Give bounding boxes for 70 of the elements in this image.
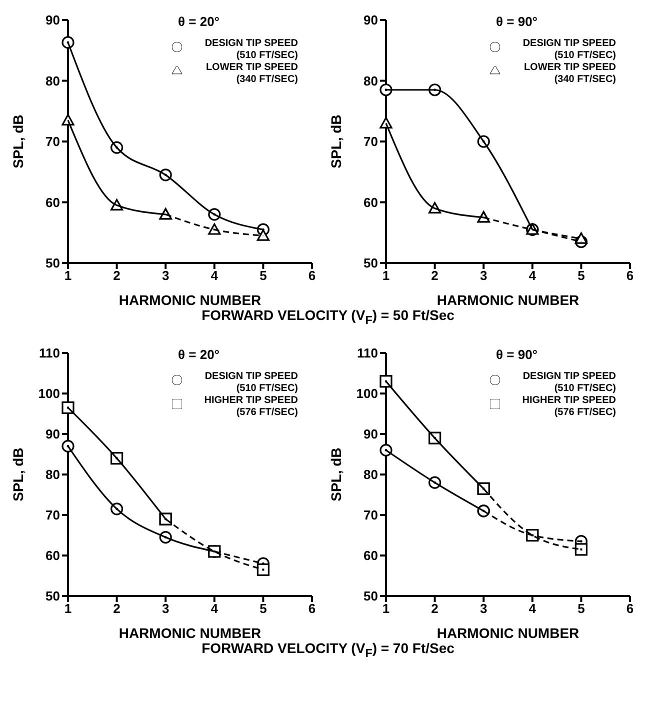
x-tick-label: 6 (626, 601, 634, 616)
y-tick-label: 50 (364, 256, 378, 271)
x-axis-title: HARMONIC NUMBER (118, 624, 262, 641)
y-tick-label: 70 (46, 134, 60, 150)
y-tick-label: 50 (46, 256, 60, 271)
x-tick-label: 4 (210, 601, 219, 616)
x-tick-label: 3 (480, 268, 488, 284)
x-axis-title: HARMONIC NUMBER (118, 292, 262, 308)
x-tick-label: 2 (113, 268, 120, 284)
y-tick-label: 50 (364, 588, 378, 604)
y-axis-title: SPL, dB (10, 447, 26, 502)
y-tick-label: 60 (364, 548, 378, 563)
y-tick-label: 100 (38, 386, 60, 401)
x-tick-label: 3 (480, 601, 488, 616)
x-tick-label: 5 (578, 601, 585, 616)
y-tick-label: 70 (46, 507, 60, 522)
x-tick-label: 2 (113, 601, 120, 616)
x-tick-label: 1 (64, 268, 72, 284)
legend-label: HIGHER TIP SPEED (576 FT/SEC) (203, 394, 298, 419)
chart-title: θ = 90° (496, 346, 538, 362)
x-tick-label: 1 (382, 268, 390, 284)
x-tick-label: 1 (382, 601, 390, 616)
y-tick-label: 80 (46, 73, 60, 88)
y-tick-label: 70 (364, 507, 378, 522)
legend-label: DESIGN TIP SPEED (510 FT/SEC) (522, 370, 616, 395)
y-tick-label: 90 (46, 426, 60, 442)
text: FORWARD VELOCITY (V$_{F}$) = 70 Ft/Sec (200, 640, 456, 660)
chart-title: θ = 20° (178, 14, 220, 29)
y-tick-label: 60 (46, 194, 60, 210)
legend-label: DESIGN TIP SPEED (510 FT/SEC) (204, 38, 298, 62)
x-tick-label: 4 (210, 268, 219, 284)
x-tick-label: 2 (431, 601, 438, 616)
y-tick-label: 80 (364, 466, 378, 482)
x-tick-label: 4 (528, 601, 537, 616)
y-tick-label: 100 (356, 386, 378, 401)
x-axis-title: HARMONIC NUMBER (436, 292, 580, 308)
text: FORWARD VELOCITY (V$_{F}$) = 50 Ft/Sec (200, 307, 456, 327)
x-tick-label: 2 (431, 268, 438, 284)
y-tick-label: 50 (46, 588, 60, 604)
x-tick-label: 4 (528, 268, 537, 284)
y-axis-title: SPL, dB (328, 114, 344, 168)
x-axis-title: HARMONIC NUMBER (436, 624, 580, 641)
legend-label: DESIGN TIP SPEED (510 FT/SEC) (522, 38, 616, 62)
y-tick-label: 80 (46, 466, 60, 482)
x-tick-label: 6 (308, 601, 316, 616)
x-tick-label: 5 (578, 268, 585, 284)
y-tick-label: 80 (364, 73, 378, 88)
chart-title: θ = 90° (496, 14, 538, 29)
chart-title: θ = 20° (178, 346, 220, 362)
x-tick-label: 3 (162, 601, 170, 616)
y-tick-label: 60 (364, 194, 378, 210)
x-tick-label: 5 (260, 268, 267, 284)
y-tick-label: 90 (46, 12, 60, 28)
legend-label: HIGHER TIP SPEED (576 FT/SEC) (521, 394, 616, 419)
y-axis-title: SPL, dB (10, 114, 26, 168)
legend-label: LOWER TIP SPEED (340 FT/SEC) (204, 62, 298, 86)
x-tick-label: 5 (260, 601, 267, 616)
y-tick-label: 110 (39, 345, 60, 360)
x-tick-label: 3 (162, 268, 170, 284)
y-tick-label: 70 (364, 134, 378, 150)
y-tick-label: 60 (46, 548, 60, 563)
y-tick-label: 90 (364, 426, 378, 442)
x-tick-label: 1 (64, 601, 72, 616)
y-tick-label: 110 (357, 345, 378, 360)
x-tick-label: 6 (626, 268, 634, 284)
legend-label: LOWER TIP SPEED (340 FT/SEC) (522, 62, 616, 86)
y-tick-label: 90 (364, 12, 378, 28)
x-tick-label: 6 (308, 268, 316, 284)
legend-label: DESIGN TIP SPEED (510 FT/SEC) (204, 370, 298, 395)
y-axis-title: SPL, dB (328, 447, 344, 502)
